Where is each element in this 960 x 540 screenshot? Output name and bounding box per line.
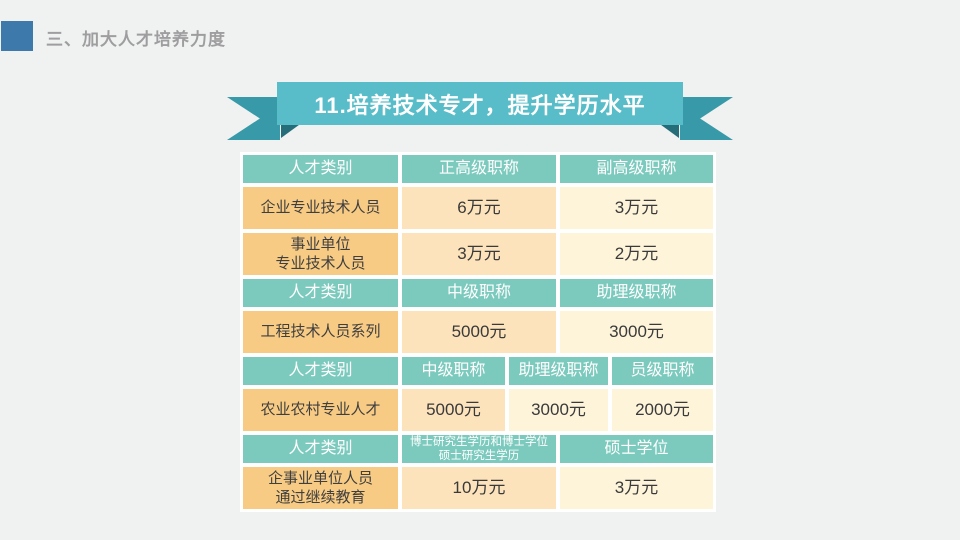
table-header-cell: 硕士学位 [560,435,713,463]
table-value-cell: 6万元 [402,187,556,229]
table-header-row: 人才类别 中级职称 助理级职称 员级职称 [243,357,713,385]
table-header-cell: 博士研究生学历和博士学位 硕士研究生学历 [402,435,556,463]
table-header-cell: 助理级职称 [560,279,713,307]
table-value-cell: 2万元 [560,233,713,275]
table-header-cell: 人才类别 [243,279,398,307]
table-header-cell: 员级职称 [612,357,713,385]
table-value-cell: 3万元 [560,467,713,509]
ribbon-tail-right [680,97,733,140]
table-value-cell: 3万元 [402,233,556,275]
table-header-row: 人才类别 正高级职称 副高级职称 [243,155,713,183]
table-value-cell: 3万元 [560,187,713,229]
table-value-cell: 5000元 [402,311,556,353]
table-label-cell: 农业农村专业人才 [243,389,398,431]
table-value-cell: 3000元 [509,389,608,431]
table-header-row: 人才类别 博士研究生学历和博士学位 硕士研究生学历 硕士学位 [243,435,713,463]
table-header-cell: 人才类别 [243,435,398,463]
table-value-cell: 2000元 [612,389,713,431]
table-header-cell: 人才类别 [243,155,398,183]
table-header-cell: 助理级职称 [509,357,608,385]
table-label-cell: 企业专业技术人员 [243,187,398,229]
table-row: 农业农村专业人才 5000元 3000元 2000元 [243,389,713,431]
ribbon-tail-left [227,97,280,140]
table-row: 企业专业技术人员 6万元 3万元 [243,187,713,229]
section-title: 三、加大人才培养力度 [46,30,226,49]
table-label-cell: 工程技术人员系列 [243,311,398,353]
table-header-cell: 正高级职称 [402,155,556,183]
table-row: 事业单位 专业技术人员 3万元 2万元 [243,233,713,275]
table-header-cell: 中级职称 [402,357,505,385]
table-row: 企事业单位人员 通过继续教育 10万元 3万元 [243,467,713,509]
banner-title: 11.培养技术专才，提升学历水平 [277,82,683,125]
table-label-cell: 事业单位 专业技术人员 [243,233,398,275]
accent-square [1,21,33,51]
table-header-cell: 副高级职称 [560,155,713,183]
table-header-cell: 人才类别 [243,357,398,385]
table-header-cell: 中级职称 [402,279,556,307]
table-row: 工程技术人员系列 5000元 3000元 [243,311,713,353]
subsidy-table: 人才类别 正高级职称 副高级职称 企业专业技术人员 6万元 3万元 事业单位 专… [240,152,716,512]
table-value-cell: 5000元 [402,389,505,431]
table-label-cell: 企事业单位人员 通过继续教育 [243,467,398,509]
table-header-row: 人才类别 中级职称 助理级职称 [243,279,713,307]
table-value-cell: 10万元 [402,467,556,509]
table-value-cell: 3000元 [560,311,713,353]
